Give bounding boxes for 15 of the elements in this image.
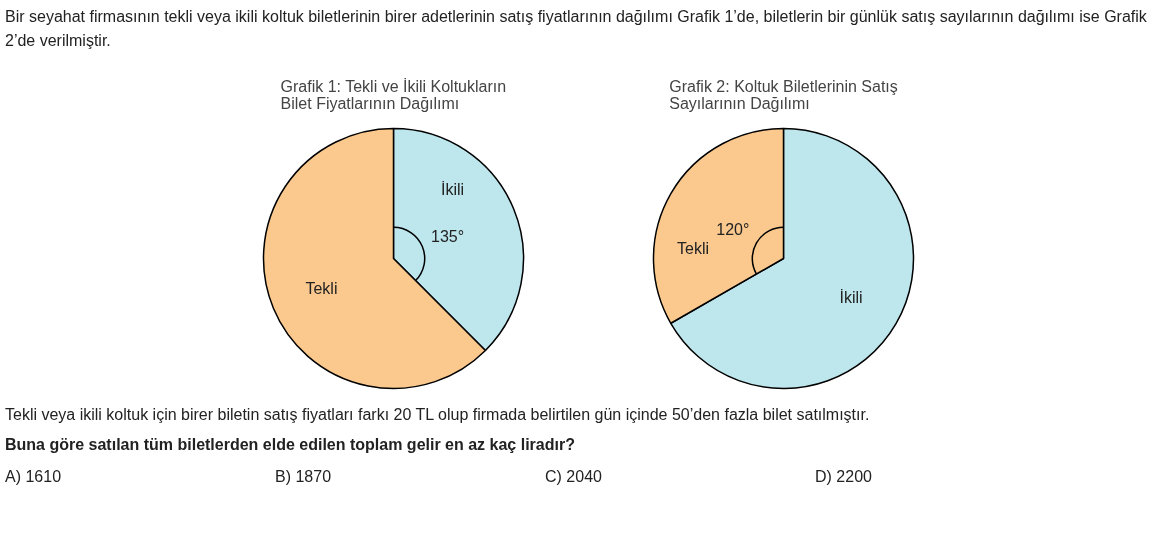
text: Buna göre satılan tüm biletlerden elde edilen toplam gelir en az kaç liradır? bbox=[5, 435, 576, 455]
text: C) 2040 bbox=[545, 467, 603, 487]
slice-label: Tekli bbox=[305, 279, 338, 297]
slice-label: İkili bbox=[441, 180, 465, 199]
text: A) 1610 bbox=[5, 467, 63, 487]
text: Tekli veya ikili koltuk için birer biletin satış fiyatları farkı 20 TL olup firmada belirtilen gün içinde 50’den fazla bilet satılmıştır. bbox=[5, 405, 871, 425]
slice-label: İkili bbox=[839, 287, 863, 306]
text: 120° bbox=[716, 220, 750, 238]
text: Bir seyahat firmasının tekli veya ikili koltuk biletlerinin birer adetlerinin satış fiyatlarının dağılımı Grafik 1’de, biletlerin bir günlük satış sayılarının dağılımı ise Grafik 2’de verilmiştir. bbox=[5, 7, 1148, 51]
chart-title: Grafik 1: Tekli ve İkili Koltukların Bilet Fiyatlarının Dağılımı bbox=[280, 76, 507, 112]
text: 135° bbox=[431, 227, 465, 245]
slice-label: Tekli bbox=[677, 240, 710, 258]
chart-title: Grafik 2: Koltuk Biletlerinin Satış Sayılarının Dağılımı bbox=[669, 77, 898, 112]
text: B) 1870 bbox=[275, 467, 333, 487]
text: D) 2200 bbox=[815, 467, 873, 487]
